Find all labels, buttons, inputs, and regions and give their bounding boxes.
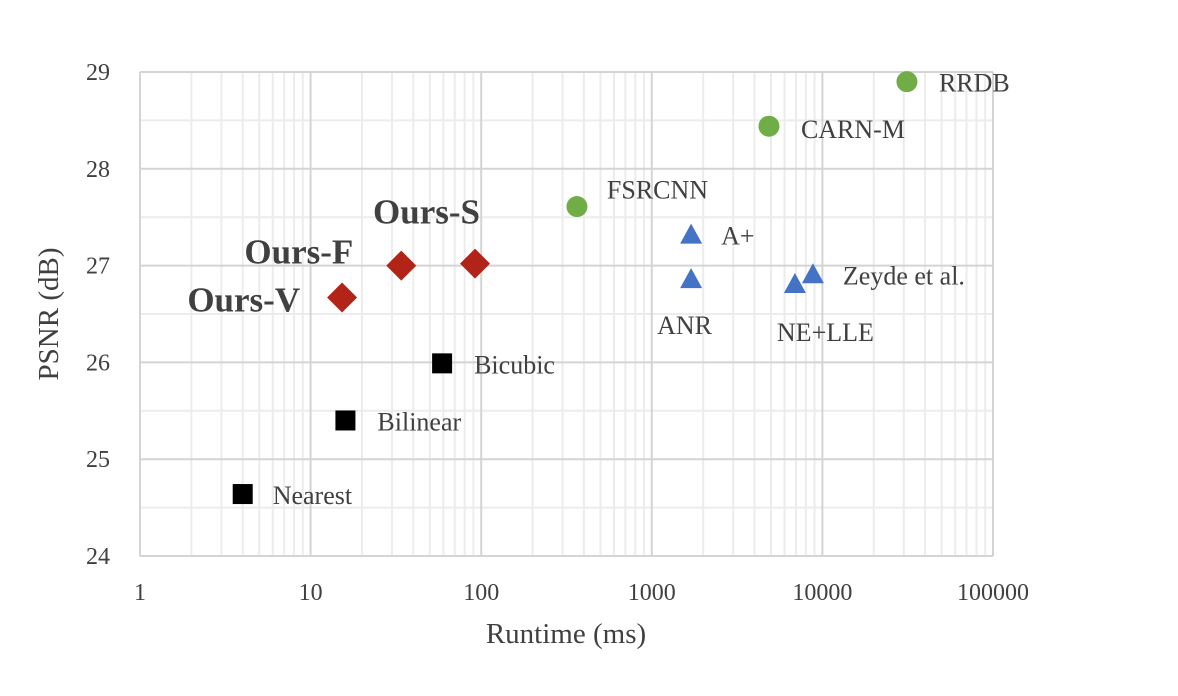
grid [139, 71, 994, 557]
data-label: NE+LLE [777, 318, 874, 347]
x-tick-label: 10000 [792, 580, 852, 606]
y-tick-label: 25 [86, 447, 110, 473]
data-label: ANR [657, 311, 713, 340]
point-bilinear [335, 410, 356, 431]
data-points: Nearest Bilinear Bicubic Ours-V Ours-F Ours-S… [187, 69, 1009, 510]
x-tick-label: 100 [463, 580, 499, 606]
point-rrdb [896, 71, 918, 93]
y-tick-label: 28 [86, 157, 110, 183]
x-tick-label: 100000 [957, 580, 1029, 606]
x-tick-label: 10 [299, 580, 323, 606]
x-tick-label: 1 [134, 580, 146, 606]
y-tick-label: 29 [86, 60, 110, 86]
point-ours-f [386, 250, 417, 281]
point-a- [680, 223, 703, 244]
data-label: Ours-F [244, 233, 353, 272]
y-axis-label: PSNR (dB) [33, 248, 65, 381]
tick-labels: 1 10 100 1000 10000 100000 24 25 26 27 28 29 [86, 60, 1029, 606]
x-tick-label: 1000 [628, 580, 676, 606]
point-zeyde-et-al- [801, 263, 824, 284]
point-ours-s [460, 248, 491, 279]
point-fsrcnn [566, 196, 588, 218]
data-label: Bilinear [377, 407, 461, 436]
point-ours-v [327, 282, 358, 313]
data-label: RRDB [939, 69, 1010, 98]
y-tick-label: 24 [86, 544, 110, 570]
point-nearest [232, 484, 253, 505]
data-label: A+ [721, 222, 754, 251]
data-label: Bicubic [474, 350, 555, 379]
point-bicubic [432, 353, 453, 374]
data-label: Ours-S [373, 193, 480, 232]
data-label: Nearest [273, 481, 353, 510]
y-tick-label: 26 [86, 350, 110, 376]
point-anr [680, 268, 703, 289]
data-label: Ours-V [187, 281, 300, 320]
data-label: CARN-M [801, 115, 905, 144]
point-carn-m [758, 115, 780, 137]
y-tick-label: 27 [86, 254, 110, 280]
point-ne-lle [783, 272, 806, 293]
data-label: FSRCNN [607, 176, 708, 205]
x-axis-label: Runtime (ms) [486, 618, 646, 650]
data-label: Zeyde et al. [843, 261, 965, 290]
